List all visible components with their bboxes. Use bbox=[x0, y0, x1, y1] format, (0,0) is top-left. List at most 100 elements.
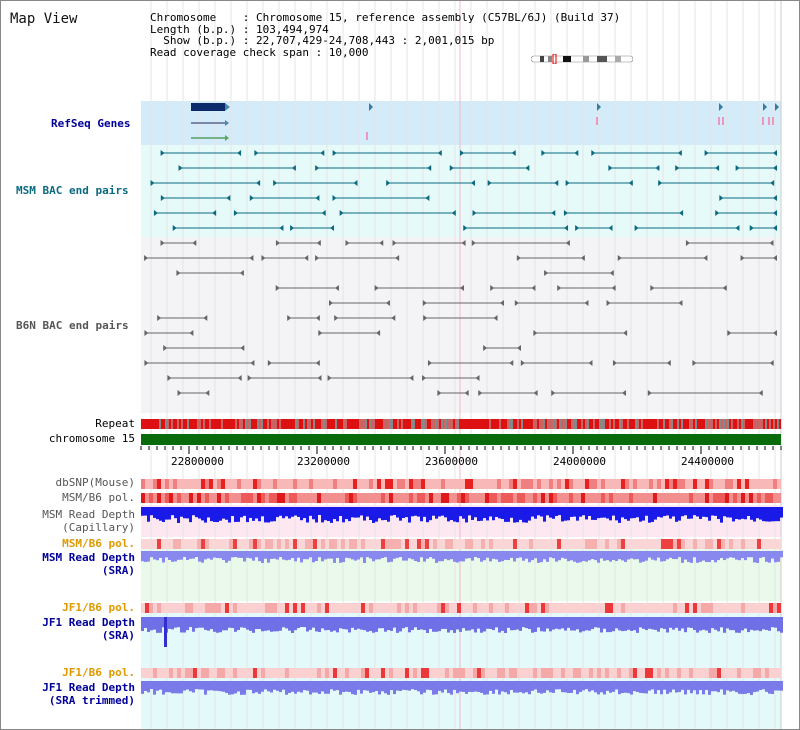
repeat-segment bbox=[173, 419, 175, 429]
depth-bar bbox=[600, 551, 603, 559]
repeat-segment bbox=[527, 419, 529, 429]
pol-cell bbox=[773, 493, 777, 503]
pol-cell bbox=[669, 493, 673, 503]
pol-cell bbox=[653, 493, 657, 503]
repeat-segment bbox=[591, 419, 593, 429]
bac-end bbox=[212, 210, 217, 216]
depth-bar bbox=[672, 681, 675, 690]
pol-cell bbox=[405, 493, 409, 503]
depth-bar bbox=[651, 551, 654, 560]
pol-cell bbox=[537, 479, 541, 489]
repeat-segment bbox=[569, 419, 571, 429]
depth-bar bbox=[438, 551, 441, 562]
depth-bar bbox=[222, 681, 225, 692]
pol-cell bbox=[465, 668, 469, 678]
pol-cell bbox=[729, 668, 733, 678]
depth-bar bbox=[705, 617, 708, 631]
repeat-segment bbox=[443, 419, 445, 429]
repeat-segment bbox=[629, 419, 631, 429]
pol-cell bbox=[233, 668, 237, 678]
repeat-segment bbox=[181, 419, 183, 429]
pol-cell bbox=[325, 479, 329, 489]
pol-cell bbox=[601, 479, 605, 489]
repeat-segment bbox=[737, 419, 739, 429]
repeat-segment bbox=[685, 419, 687, 429]
pol-cell bbox=[577, 493, 581, 503]
bac-end bbox=[273, 180, 278, 186]
axis-tick-label: 24400000 bbox=[681, 455, 734, 468]
pol-cell bbox=[369, 668, 373, 678]
pol-cell bbox=[417, 603, 421, 613]
depth-bar bbox=[339, 681, 342, 695]
depth-bar bbox=[195, 617, 198, 629]
pol-cell bbox=[537, 603, 541, 613]
gene-arrow bbox=[719, 103, 723, 111]
pol-cell bbox=[697, 603, 701, 613]
pol-cell bbox=[393, 479, 397, 489]
bac-end bbox=[226, 195, 231, 201]
depth-bar bbox=[387, 681, 390, 695]
bac-end bbox=[275, 285, 280, 291]
depth-bar bbox=[204, 681, 207, 695]
pol-cell bbox=[653, 539, 657, 549]
repeat-segment bbox=[307, 419, 309, 429]
repeat-segment bbox=[207, 419, 209, 429]
pol-cell bbox=[773, 668, 777, 678]
repeat-segment bbox=[391, 419, 393, 429]
repeat-segment bbox=[517, 419, 519, 429]
depth-bar bbox=[603, 681, 606, 695]
pol-cell bbox=[601, 493, 605, 503]
pol-cell bbox=[401, 668, 405, 678]
bac-end bbox=[256, 180, 261, 186]
bac-end bbox=[471, 240, 476, 246]
depth-bar bbox=[414, 551, 417, 562]
label-line: JF1 Read Depth bbox=[42, 616, 135, 629]
repeat-segment bbox=[505, 419, 507, 429]
depth-bar bbox=[483, 681, 486, 695]
depth-bar bbox=[162, 617, 165, 628]
pol-cell bbox=[661, 668, 665, 678]
depth-bar bbox=[624, 551, 627, 562]
pol-cell bbox=[561, 603, 565, 613]
depth-bar bbox=[336, 551, 339, 558]
pol-cell bbox=[517, 539, 521, 549]
pol-cell bbox=[461, 668, 465, 678]
depth-bar bbox=[321, 507, 324, 523]
pol-cell bbox=[169, 493, 173, 503]
depth-bar bbox=[582, 617, 585, 632]
depth-bar bbox=[675, 617, 678, 628]
pol-cell bbox=[521, 479, 525, 489]
pol-cell bbox=[725, 493, 729, 503]
repeat-segment bbox=[661, 419, 663, 429]
depth-bar bbox=[225, 681, 228, 693]
depth-bar bbox=[735, 551, 738, 560]
depth-bar bbox=[396, 617, 399, 633]
pol-cell bbox=[625, 603, 629, 613]
repeat-segment bbox=[407, 419, 409, 429]
depth-bar bbox=[288, 617, 291, 631]
depth-bar bbox=[321, 681, 324, 692]
chromosome-ideogram[interactable] bbox=[531, 54, 633, 64]
depth-bar bbox=[606, 507, 609, 519]
pol-cell bbox=[345, 539, 349, 549]
pol-cell bbox=[641, 539, 645, 549]
pol-cell bbox=[585, 668, 589, 678]
depth-bar bbox=[513, 617, 516, 631]
pol-cell bbox=[225, 539, 229, 549]
depth-bar bbox=[315, 551, 318, 562]
pol-cell bbox=[277, 603, 281, 613]
depth-bar bbox=[354, 551, 357, 561]
repeat-segment bbox=[179, 419, 181, 429]
repeat-segment bbox=[617, 419, 619, 429]
depth-bar bbox=[345, 681, 348, 692]
repeat-segment bbox=[149, 419, 151, 429]
depth-bar bbox=[777, 617, 780, 632]
depth-bar bbox=[756, 681, 759, 692]
depth-bar bbox=[633, 551, 636, 560]
bac-end bbox=[621, 390, 626, 396]
repeat-segment bbox=[201, 419, 203, 429]
pol-cell bbox=[505, 603, 509, 613]
repeat-segment bbox=[189, 419, 191, 429]
pol-cell bbox=[617, 479, 621, 489]
